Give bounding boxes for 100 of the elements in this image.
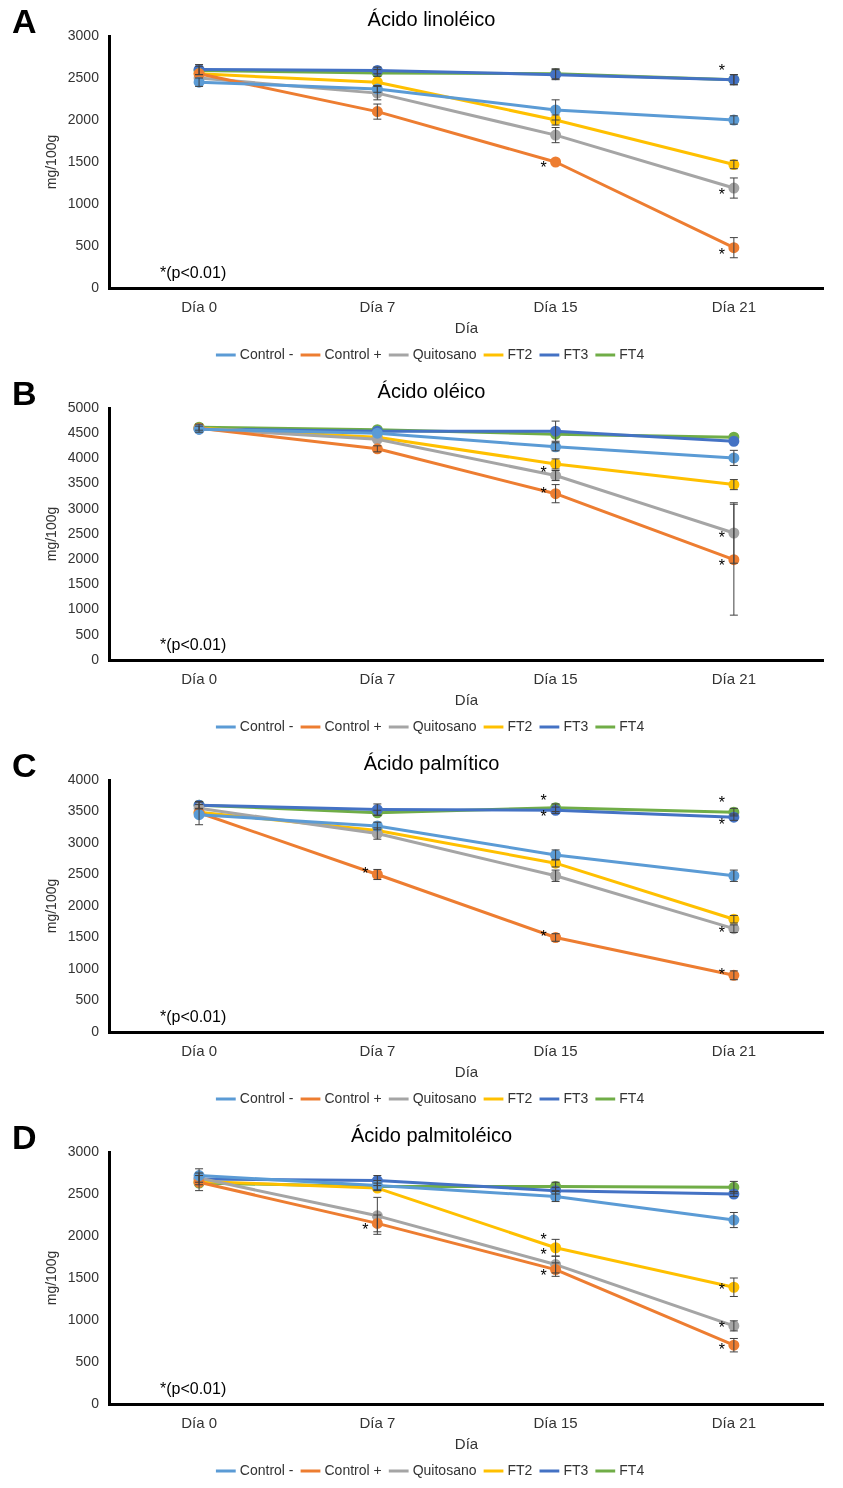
y-tick-label: 4000 [67, 449, 100, 466]
annotation: * [540, 792, 547, 810]
y-axis-title: mg/100g [43, 134, 60, 190]
annotation: *(p<0.01) [159, 1380, 227, 1398]
annotation: * [540, 1230, 547, 1248]
y-tick-label: 500 [75, 991, 100, 1008]
text: C [12, 746, 37, 785]
annotation: * [718, 794, 725, 812]
chart-title: Ácido palmítico [363, 751, 500, 774]
x-axis-title: Día [454, 1063, 479, 1081]
legend-label: FT3 [563, 345, 589, 362]
annotation: * [540, 485, 547, 503]
x-tick-label: Día 21 [711, 298, 756, 316]
legend-label: FT3 [563, 1089, 589, 1106]
legend-label: Quitosano [412, 717, 477, 734]
annotation: * [540, 808, 547, 826]
y-tick-label: 0 [91, 1394, 100, 1411]
x-axis-title: Día [454, 691, 479, 709]
y-tick-label: 1000 [67, 959, 100, 976]
y-tick-label: 3000 [67, 833, 100, 850]
y-tick-label: 2000 [67, 110, 100, 127]
legend-label: FT3 [563, 1461, 589, 1478]
annotation: * [718, 529, 725, 547]
y-tick-label: 3000 [67, 26, 100, 43]
annotation: * [540, 463, 547, 481]
x-tick-label: Día 21 [711, 1414, 756, 1432]
y-tick-label: 500 [75, 236, 100, 253]
annotation: * [718, 1318, 725, 1336]
annotation: * [718, 816, 725, 834]
legend-label: FT4 [619, 717, 645, 734]
x-tick-label: Día 0 [181, 1414, 218, 1432]
y-tick-label: 1500 [67, 575, 100, 592]
x-tick-label: Día 0 [181, 670, 218, 688]
annotation: * [718, 61, 725, 79]
y-tick-label: 4000 [67, 770, 100, 787]
x-tick-label: Día 0 [181, 298, 218, 316]
y-tick-label: 500 [75, 625, 100, 642]
annotation: *(p<0.01) [159, 1008, 227, 1026]
y-axis-title: mg/100g [43, 506, 60, 562]
text: A [12, 2, 37, 41]
y-tick-label: 3000 [67, 1142, 100, 1159]
legend-label: FT2 [507, 345, 533, 362]
annotation: * [540, 1266, 547, 1284]
annotation: * [718, 924, 725, 942]
y-tick-label: 1000 [67, 194, 100, 211]
x-tick-label: Día 7 [359, 298, 396, 316]
y-axis-title: mg/100g [43, 878, 60, 934]
y-tick-label: 3500 [67, 802, 100, 819]
legend-label: FT2 [507, 1461, 533, 1478]
legend-label: FT3 [563, 717, 589, 734]
legend-label: FT4 [619, 1089, 645, 1106]
y-tick-label: 2500 [67, 524, 100, 541]
y-tick-label: 3500 [67, 474, 100, 491]
legend-label: FT2 [507, 717, 533, 734]
x-axis-title: Día [454, 1435, 479, 1453]
x-tick-label: Día 7 [359, 1042, 396, 1060]
legend-label: Quitosano [412, 1461, 477, 1478]
x-tick-label: Día 15 [533, 298, 578, 316]
legend-label: Control + [324, 717, 382, 734]
legend-label: Control + [324, 345, 382, 362]
legend-label: FT4 [619, 1461, 645, 1478]
x-tick-label: Día 21 [711, 670, 756, 688]
annotation: *(p<0.01) [159, 264, 227, 282]
legend-label: FT4 [619, 345, 645, 362]
x-tick-label: Día 15 [533, 1042, 578, 1060]
chart-title: Ácido oléico [377, 379, 486, 402]
x-axis-title: Día [454, 319, 479, 337]
annotation: * [362, 1220, 369, 1238]
x-tick-label: Día 21 [711, 1042, 756, 1060]
annotation: * [718, 965, 725, 983]
annotation: *(p<0.01) [159, 636, 227, 654]
y-tick-label: 4500 [67, 424, 100, 441]
y-tick-label: 1000 [67, 600, 100, 617]
y-tick-label: 0 [91, 650, 100, 667]
annotation: * [718, 1340, 725, 1358]
y-tick-label: 2000 [67, 896, 100, 913]
y-tick-label: 3000 [67, 499, 100, 516]
legend-label: Quitosano [412, 1089, 477, 1106]
legend-label: Control + [324, 1089, 382, 1106]
x-tick-label: Día 7 [359, 670, 396, 688]
chart-title: Ácido palmitoléico [350, 1123, 513, 1146]
legend-label: Quitosano [412, 345, 477, 362]
chart-title: Ácido linoléico [367, 7, 496, 30]
y-axis-title: mg/100g [43, 1250, 60, 1306]
legend-label: Control + [324, 1461, 382, 1478]
x-tick-label: Día 15 [533, 670, 578, 688]
annotation: * [718, 1281, 725, 1299]
annotation: * [718, 246, 725, 264]
x-tick-label: Día 7 [359, 1414, 396, 1432]
legend-label: Control - [239, 1089, 294, 1106]
legend-label: Control - [239, 717, 294, 734]
legend-label: Control - [239, 345, 294, 362]
y-tick-label: 500 [75, 1352, 100, 1369]
y-tick-label: 2500 [67, 1184, 100, 1201]
annotation: * [718, 557, 725, 575]
x-tick-label: Día 15 [533, 1414, 578, 1432]
annotation: * [718, 186, 725, 204]
annotation: * [540, 159, 547, 177]
legend-label: Control - [239, 1461, 294, 1478]
text: D [12, 1118, 37, 1157]
